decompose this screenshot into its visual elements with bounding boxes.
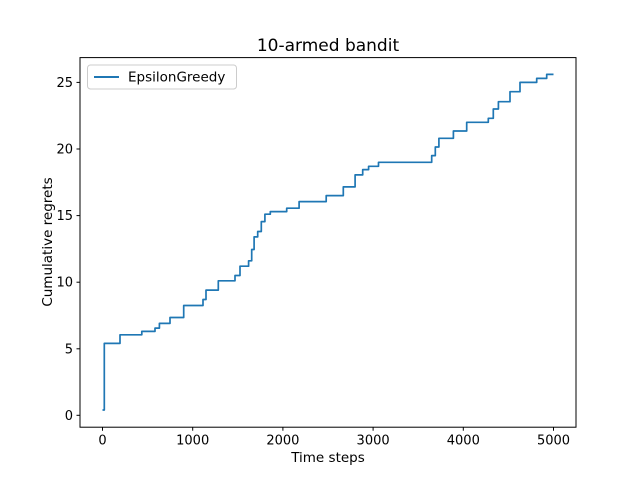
y-tick-label: 10 — [56, 276, 73, 291]
x-tick-label: 3000 — [357, 434, 390, 449]
axes-spines — [79, 57, 577, 428]
y-tick-label: 20 — [56, 143, 73, 158]
y-tick-label: 0 — [65, 409, 73, 424]
x-tick-label: 5000 — [537, 434, 570, 449]
y-tick-label: 25 — [56, 76, 73, 91]
series-layer — [102, 73, 554, 411]
y-tick-label: 15 — [56, 209, 73, 224]
y-tick-label: 5 — [65, 342, 73, 357]
x-tick-label: 1000 — [176, 434, 209, 449]
axes: 0 1000 2000 3000 4000 5000 0 5 10 15 20 25 — [56, 57, 577, 449]
x-axis-label: Time steps — [290, 450, 365, 466]
legend: EpsilonGreedy — [87, 64, 237, 90]
legend-frame — [87, 64, 237, 90]
series-line-epsilongreedy — [102, 73, 554, 411]
chart-title: 10-armed bandit — [257, 36, 400, 56]
x-tick-label: 2000 — [266, 434, 299, 449]
x-tick-label: 0 — [98, 434, 106, 449]
y-axis-label: Cumulative regrets — [40, 177, 56, 306]
legend-label: EpsilonGreedy — [128, 70, 225, 86]
x-tick-label: 4000 — [447, 434, 480, 449]
